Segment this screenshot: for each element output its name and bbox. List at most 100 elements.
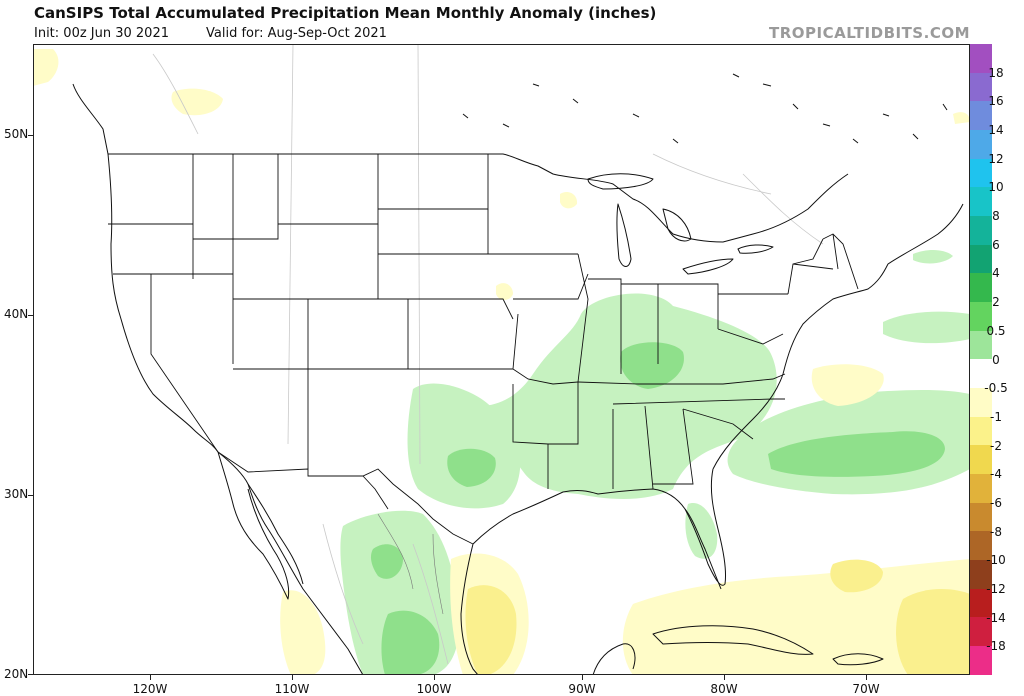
lat-label-50n: 50N [4,127,29,141]
wet-region-texas [407,383,521,509]
us-canada-border [108,153,849,243]
wet-core-atlantic [768,431,945,477]
init-time: Init: 00z Jun 30 2021 [34,26,169,41]
lake-superior [587,173,654,190]
tick-70w [866,675,867,680]
colorbar-cell [970,502,992,532]
colorbar-label: -2 [990,438,1002,453]
lon-label-120w: 120W [132,682,168,696]
lon-label-100w: 100W [416,682,452,696]
anomaly-shading [33,49,970,675]
colorbar-cell [970,72,992,102]
colorbar-label: 2 [992,295,1000,310]
canadian-islands [462,73,948,144]
cuba [652,625,814,655]
map-canvas [33,43,970,676]
lake-erie [682,258,734,275]
dry-core-lesser-antilles [896,589,970,675]
colorbar-label: -8 [990,524,1002,539]
lat-label-20n: 20N [4,667,29,681]
wet-core-mexico-south [381,610,440,675]
colorbar-cell [970,216,992,245]
lon-label-70w: 70W [852,682,880,696]
colorbar-cell [970,474,992,503]
tick-20n [28,674,33,675]
colorbar-cell [970,330,992,360]
tick-30n [28,495,33,496]
colorbar-label: 10 [988,180,1004,195]
colorbar-label: -0.5 [984,381,1008,396]
colorbar-label: -14 [986,610,1006,625]
atlantic-coast [712,203,964,470]
precipitation-map [33,43,970,676]
colorbar-cell [970,416,992,446]
dry-region-atlantic [811,364,884,406]
colorbar-cell [970,531,992,561]
lon-label-80w: 80W [710,682,738,696]
colorbar-label: -12 [986,581,1006,596]
dry-core-gulf [465,585,517,675]
dry-region-corner [33,49,59,86]
site-watermark[interactable]: TROPICALTIDBITS.COM [769,24,970,42]
colorbar-cell [970,302,992,331]
baja-california [217,451,290,600]
colorbar-label: -18 [986,639,1006,654]
coastlines [72,73,964,676]
colorbar-cell [970,44,992,73]
colorbar-label: -4 [990,467,1002,482]
colorbar-cell [970,646,992,675]
colorbar-cell [970,359,992,389]
yucatan [592,643,636,676]
colorbar-label: 4 [992,266,1000,281]
dry-region-pacific [280,590,326,675]
colorbar-label: 0.5 [986,323,1006,338]
lake-ontario [737,244,774,254]
colorbar-cell [970,101,992,131]
pacific-coast [72,83,364,676]
colorbar-label: 8 [992,209,1000,224]
colorbar-label: 6 [992,237,1000,252]
colorbar-cell [970,187,992,217]
colorbar-cell [970,588,992,618]
colorbar-label: -6 [990,495,1002,510]
lake-huron [662,208,692,242]
wet-region-great-lakes [913,250,953,264]
map-title: CanSIPS Total Accumulated Precipitation … [34,4,657,22]
dry-region-caribbean [622,559,970,675]
colorbar-label: 14 [988,123,1004,138]
lake-michigan [616,203,632,267]
lon-label-110w: 110W [274,682,310,696]
valid-period: Valid for: Aug-Sep-Oct 2021 [206,26,387,41]
dry-region-iowa [496,283,513,300]
colorbar [970,44,992,675]
dry-region-wisconsin [560,192,578,209]
wet-core-mexico [370,544,403,579]
colorbar-label: -10 [986,553,1006,568]
colorbar-label: 16 [988,94,1004,109]
colorbar-cell [970,244,992,274]
wet-region-new-england [883,311,970,344]
colorbar-cell [970,130,992,159]
lat-label-40n: 40N [4,307,29,321]
state-borders [108,154,859,615]
hispaniola [832,653,884,666]
colorbar-cell [970,158,992,188]
tick-100w [434,675,435,680]
wet-core-kentucky [620,342,684,389]
colorbar-cell [970,388,992,417]
mexico-west-coast [247,483,304,585]
mexico-gulf-coast [460,543,479,676]
colorbar-cell [970,560,992,589]
tick-90w [582,675,583,680]
wet-core-texas [447,448,496,487]
tick-80w [724,675,725,680]
colorbar-label: -1 [990,409,1002,424]
tick-110w [292,675,293,680]
gulf-coast [472,468,726,586]
dry-core-caribbean [830,559,883,593]
colorbar-cell [970,617,992,647]
colorbar-label: 12 [988,151,1004,166]
colorbar-label: 18 [988,65,1004,80]
lon-label-90w: 90W [568,682,596,696]
lat-label-30n: 30N [4,487,29,501]
